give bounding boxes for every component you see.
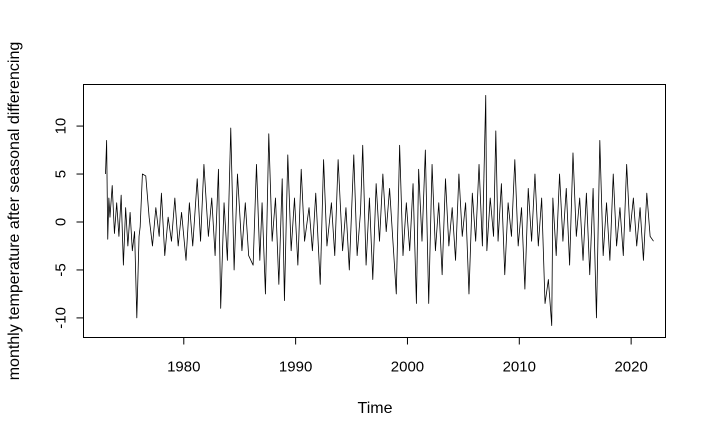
y-axis-title: monthly temperature after seasonal diffe…	[6, 42, 23, 381]
y-tick-label: 5	[53, 170, 70, 178]
y-tick-label: -5	[53, 263, 70, 276]
x-axis: 1980 1990 2000 2010 2020	[167, 337, 648, 376]
y-tick-label: 0	[53, 218, 70, 226]
y-axis: -10 -5 0 5 10	[53, 118, 84, 329]
x-tick-label: 2000	[391, 359, 424, 376]
x-tick-label: 1990	[279, 359, 312, 376]
y-tick-label: 10	[53, 118, 70, 135]
x-tick-label: 1980	[167, 359, 200, 376]
series-line	[105, 94, 654, 326]
x-tick-label: 2010	[503, 359, 536, 376]
y-tick-label: -10	[53, 307, 70, 329]
series-layer	[105, 94, 654, 326]
x-tick-label: 2020	[614, 359, 647, 376]
x-axis-title: Time	[358, 400, 393, 417]
